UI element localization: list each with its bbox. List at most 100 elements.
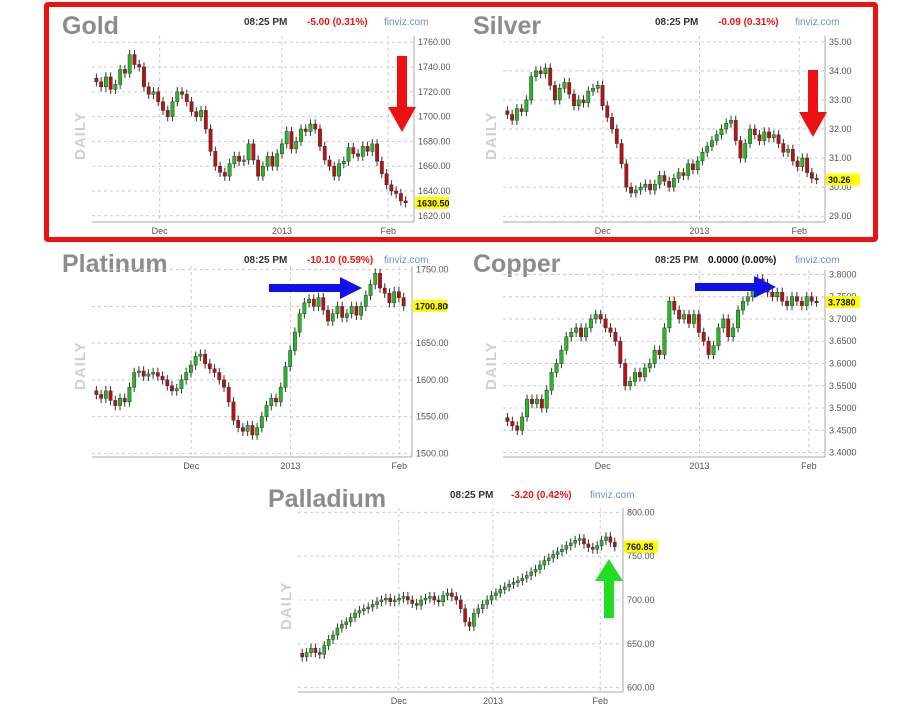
candle-body: [370, 143, 375, 152]
candle-body: [170, 101, 175, 117]
candle-body: [576, 99, 581, 106]
candle-body: [123, 69, 127, 74]
candle-body: [667, 300, 672, 329]
candle-body: [736, 309, 741, 329]
candle-body: [583, 327, 588, 338]
candle-body: [657, 175, 662, 185]
y-tick-label: 800.00: [627, 507, 655, 517]
candle-body: [414, 603, 419, 606]
candle-body: [299, 128, 303, 142]
y-tick-label: 3.5500: [829, 381, 857, 391]
candle-body: [467, 621, 472, 627]
candle-body: [562, 82, 567, 89]
candle-body: [423, 597, 428, 601]
candle-body: [628, 381, 633, 387]
candle-body: [489, 595, 494, 601]
last-price-badge: [826, 296, 860, 309]
candle-body: [745, 296, 750, 302]
y-tick-label: 3.4500: [829, 425, 857, 435]
candle-body: [122, 397, 127, 403]
x-tick-label: Feb: [380, 226, 396, 236]
candle-body: [410, 599, 415, 604]
candle-body: [524, 575, 529, 579]
candle-body: [574, 327, 579, 333]
candle-body: [326, 309, 330, 322]
candle-body: [373, 273, 378, 285]
chart-change: -10.10 (0.59%): [307, 255, 374, 266]
candle-body: [241, 159, 246, 162]
candle-body: [638, 186, 643, 191]
candle-body: [647, 363, 652, 369]
x-tick-label: Dec: [595, 461, 612, 471]
x-tick-label: Dec: [152, 226, 169, 236]
candle-body: [260, 165, 265, 177]
candle-body: [346, 147, 351, 162]
silver-chart: Silver 08:25 PM -0.09 (0.31%) finviz.com…: [473, 12, 873, 237]
candle-body: [450, 592, 454, 597]
candle-body: [480, 604, 485, 610]
candle-body: [586, 90, 591, 104]
x-tick-label: Feb: [791, 226, 807, 236]
candle-body: [775, 292, 780, 297]
x-tick-label: 2013: [483, 696, 503, 706]
candle-body: [599, 540, 604, 546]
y-tick-label: 1660.00: [418, 161, 451, 171]
candle-body: [790, 149, 795, 162]
candle-body: [538, 564, 542, 570]
y-tick-label: 34.00: [829, 66, 852, 76]
candle-body: [265, 156, 270, 167]
candle-body: [604, 536, 608, 541]
candle-body: [184, 372, 189, 381]
candle-body: [662, 175, 667, 182]
candle-body: [394, 190, 399, 194]
chart-source: finviz.com: [590, 490, 635, 501]
red-down-arrow-icon: [388, 56, 416, 132]
candle-body: [203, 353, 207, 364]
candle-body: [403, 200, 408, 204]
candle-body: [642, 367, 647, 378]
candle-body: [175, 91, 180, 102]
candle-body: [256, 159, 261, 177]
candle-body: [529, 76, 534, 101]
y-tick-label: 1600.00: [416, 375, 449, 385]
candle-body: [360, 146, 365, 157]
candle-body: [591, 88, 595, 92]
candle-body: [142, 66, 146, 88]
candle-body: [156, 91, 161, 102]
gold-chart: Gold 08:25 PM -5.00 (0.31%) finviz.com D…: [62, 12, 462, 237]
candle-body: [520, 577, 525, 581]
candle-body: [731, 327, 736, 338]
candle-body: [494, 592, 498, 596]
candle-body: [729, 120, 733, 124]
chart-change: 0.0000 (0.00%): [708, 255, 777, 266]
candle-body: [280, 143, 284, 155]
candle-body: [300, 653, 304, 658]
candle-body: [595, 545, 599, 550]
candle-body: [610, 117, 614, 130]
chart-title: Silver: [473, 12, 542, 40]
y-tick-label: 3.6500: [829, 336, 857, 346]
candle-body: [714, 134, 719, 141]
chart-source: finviz.com: [384, 255, 429, 266]
candle-body: [595, 85, 600, 89]
candle-body: [790, 296, 794, 306]
silver-plot: 29.00 30.00 31.00 32.00 33.00 34.00 35.00 Dec 20…: [503, 36, 860, 236]
candle-body: [560, 548, 564, 553]
candle-body: [623, 363, 628, 387]
candle-body: [313, 647, 318, 653]
candle-body: [127, 54, 132, 74]
candle-body: [207, 363, 212, 370]
candle-body: [382, 287, 387, 294]
candle-body: [804, 296, 809, 306]
candle-body: [245, 425, 250, 432]
candle-body: [738, 140, 743, 159]
candle-body: [794, 296, 799, 302]
chart-change: -5.00 (0.31%): [307, 17, 368, 28]
chart-change: -0.09 (0.31%): [718, 17, 779, 28]
candle-body: [213, 151, 218, 167]
y-tick-label: 600.00: [627, 683, 655, 693]
candle-body: [505, 110, 510, 115]
candle-body: [608, 536, 613, 543]
y-tick-label: 31.00: [829, 153, 852, 163]
candle-body: [365, 146, 370, 152]
